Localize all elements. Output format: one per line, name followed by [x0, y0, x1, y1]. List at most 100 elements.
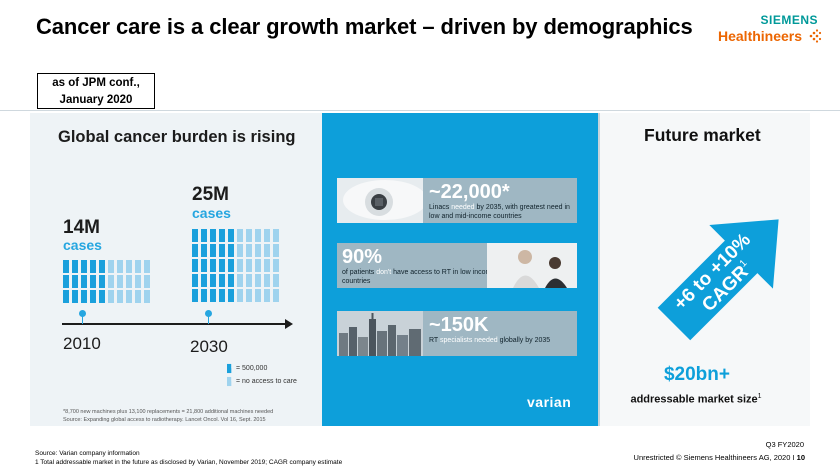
person-light-icon [117, 290, 123, 303]
patients-photo-icon [487, 243, 577, 288]
linacs-card: ~22,000* Linacs needed by 2035, with gre… [337, 178, 577, 223]
person-filled-icon [210, 259, 216, 272]
person-filled-icon [228, 274, 234, 287]
person-filled-icon [210, 244, 216, 257]
year-2010: 2010 [63, 334, 101, 353]
source-note: Source: Varian company information 1 Tot… [35, 450, 342, 467]
city-skyline-icon [337, 311, 423, 356]
year-2030: 2030 [190, 337, 228, 356]
person-light-icon [255, 244, 261, 257]
person-light-icon [264, 289, 270, 302]
person-filled-icon [228, 229, 234, 242]
person-filled-icon [228, 289, 234, 302]
patients-card-text: 90% of patients don't have access to RT … [342, 246, 502, 286]
patients-image [487, 243, 577, 288]
people-grid-2010 [63, 260, 150, 303]
as-of-line2: January 2020 [59, 94, 133, 106]
person-filled-icon [99, 290, 105, 303]
timeline-arrow-icon [285, 319, 293, 329]
person-filled-icon [72, 260, 78, 273]
person-light-icon [255, 274, 261, 287]
person-light-icon [273, 244, 279, 257]
person-light-icon [246, 274, 252, 287]
burden-heading: Global cancer burden is rising [58, 128, 296, 146]
patients-number: 90% [342, 246, 383, 268]
person-filled-icon [72, 275, 78, 288]
person-filled-icon [72, 290, 78, 303]
varian-logo: varian [527, 394, 572, 410]
healthineers-logo-text: Healthineers [718, 28, 803, 44]
person-light-icon [264, 259, 270, 272]
slide-title: Cancer care is a clear growth market – d… [36, 14, 693, 39]
timeline-marker-2010 [82, 315, 83, 324]
person-light-icon [135, 290, 141, 303]
person-light-icon [264, 229, 270, 242]
person-filled-icon [210, 229, 216, 242]
person-light-icon [255, 289, 261, 302]
person-light-icon [273, 289, 279, 302]
person-filled-icon [219, 229, 225, 242]
legend-light: = no access to care [236, 377, 297, 385]
person-filled-icon [228, 244, 234, 257]
person-filled-icon [63, 260, 69, 273]
linac-image [337, 178, 423, 223]
specialists-description: RT specialists needed globally by 2035 [429, 337, 551, 344]
siemens-logo-text: SIEMENS [760, 13, 818, 27]
person-filled-icon [99, 275, 105, 288]
person-filled-icon [227, 363, 232, 374]
person-filled-icon [201, 229, 207, 242]
person-light-icon [246, 229, 252, 242]
as-of-line1: as of JPM conf., [52, 77, 140, 89]
person-light-icon [126, 275, 132, 288]
person-filled-icon [201, 259, 207, 272]
person-filled-icon [81, 275, 87, 288]
person-light-icon [144, 290, 150, 303]
person-light-icon [273, 259, 279, 272]
value-2010: 14M [63, 217, 100, 238]
person-light-icon [273, 229, 279, 242]
linacs-card-text: ~22,000* Linacs needed by 2035, with gre… [429, 181, 575, 221]
cases-2010: cases [63, 237, 102, 253]
person-filled-icon [219, 289, 225, 302]
person-filled-icon [210, 274, 216, 287]
person-filled-icon [201, 289, 207, 302]
person-light-icon [126, 260, 132, 273]
person-light-icon [237, 289, 243, 302]
growth-arrow-shape [657, 219, 779, 341]
person-filled-icon [192, 289, 198, 302]
timeline-dot-2030 [205, 310, 212, 317]
timeline-axis [62, 323, 287, 325]
person-light-icon [255, 229, 261, 242]
person-light-icon [237, 274, 243, 287]
person-filled-icon [81, 290, 87, 303]
person-filled-icon [192, 244, 198, 257]
person-light-icon [264, 244, 270, 257]
legend-filled: = 500,000 [236, 364, 268, 372]
person-filled-icon [192, 274, 198, 287]
timeline-marker-2030 [208, 315, 209, 324]
person-light-icon [246, 244, 252, 257]
person-filled-icon [201, 274, 207, 287]
person-light-icon [135, 275, 141, 288]
person-filled-icon [99, 260, 105, 273]
burden-footnote: *8,700 new machines plus 13,100 replacem… [63, 408, 313, 424]
person-filled-icon [81, 260, 87, 273]
person-light-icon [108, 260, 114, 273]
quarter-label: Q3 FY2020 [765, 440, 804, 449]
legend: = 500,000 = no access to care [227, 362, 300, 388]
person-filled-icon [228, 259, 234, 272]
footnote-line2: Source: Expanding global access to radio… [63, 417, 266, 423]
timeline-dot-2010 [79, 310, 86, 317]
specialists-number: ~150K [429, 314, 489, 336]
healthineers-dots-icon [809, 29, 822, 43]
footnote-line1: *8,700 new machines plus 13,100 replacem… [63, 409, 274, 415]
value-2030: 25M [192, 184, 229, 205]
linac-machine-icon [337, 178, 423, 223]
person-light-icon [246, 289, 252, 302]
specialists-card-text: ~150K RT specialists needed globally by … [429, 314, 575, 345]
people-grid-2030 [192, 229, 279, 302]
copyright: Unrestricted © Siemens Healthineers AG, … [633, 453, 805, 462]
person-light-icon [237, 244, 243, 257]
person-filled-icon [90, 275, 96, 288]
person-light-icon [246, 259, 252, 272]
